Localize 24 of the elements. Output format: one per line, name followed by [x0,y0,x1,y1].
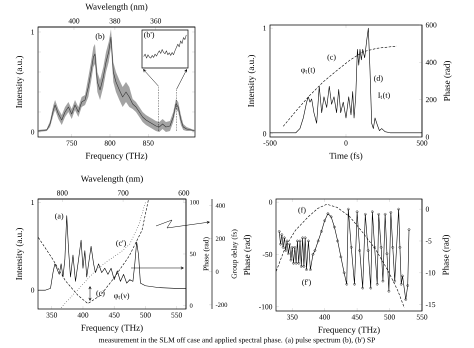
annotation: (f') [302,279,311,286]
y2-axis-title: Phase (rad) [444,61,452,102]
y-axis-title: Intensity (a.u.) [248,55,256,108]
y-axis-title: Intensity (a.u.) [16,56,24,108]
x-axis-title: Frequency (THz) [318,326,380,335]
y2-axis-title: Phase (rad) [442,235,451,276]
y-axis-title: Intensity (a.u.) [16,228,24,280]
annotation: I$_{t}$(t) [378,92,390,100]
x-axis-title: Frequency (THz) [81,324,143,333]
annotation: (b') [144,32,154,39]
annotation: (c') [116,240,126,248]
annotation: (b) [96,33,104,41]
annotation: (a) [55,212,64,220]
annotation: (f) [298,206,306,214]
x2-axis-title: Wavelength (nm) [80,175,143,184]
annotation: (c) [96,290,105,298]
x-axis-title: Frequency (THz) [86,152,148,161]
x-axis-title: Time (fs) [329,152,362,161]
annotation: φ$_{t}$(ν) [114,292,130,300]
x2-axis-title: Wavelength (nm) [85,3,148,12]
annotation: (c) [327,54,336,62]
y-axis-title: Phase (rad) [244,235,252,276]
annotation: φ$_{t}$(t) [301,66,315,74]
annotation: (d) [374,75,383,82]
